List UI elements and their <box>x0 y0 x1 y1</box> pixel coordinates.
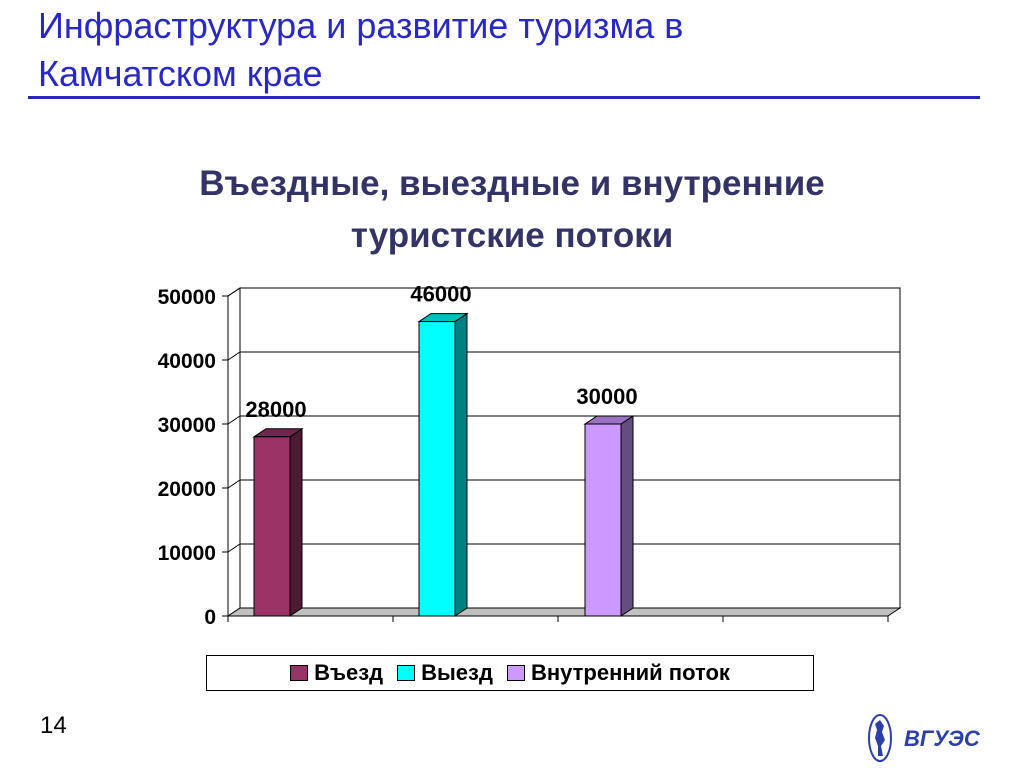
y-tick-label: 10000 <box>158 542 216 565</box>
chart-title-line1: Въездные, выездные и внутренние <box>199 164 825 203</box>
gridline <box>227 543 900 553</box>
y-tick-label: 20000 <box>158 478 216 501</box>
gridline <box>227 415 900 425</box>
legend-swatch <box>506 665 525 681</box>
university-emblem-icon <box>868 714 892 762</box>
data-label-2: 46000 <box>410 282 471 307</box>
legend-swatch <box>290 665 309 681</box>
bar-side-3 <box>620 415 634 617</box>
bar-side-2 <box>454 312 468 617</box>
y-tick-label: 50000 <box>158 286 216 309</box>
y-tick-label: 30000 <box>158 414 216 437</box>
data-label-1: 28000 <box>245 397 306 422</box>
legend-item: Въезд <box>290 660 383 686</box>
bar-side-1 <box>289 427 303 617</box>
slide-title-line2: Камчатском крае <box>38 53 323 94</box>
bar-1 <box>253 436 291 617</box>
gridline <box>227 479 900 489</box>
bar-2 <box>418 321 456 617</box>
legend-label: Выезд <box>421 660 493 685</box>
slide-title-line1: Инфраструктура и развитие туризма в <box>38 5 684 46</box>
legend-item: Внутренний поток <box>506 660 730 686</box>
title-divider <box>28 96 980 99</box>
legend-label: Внутренний поток <box>530 660 730 685</box>
university-logo: ВГУЭС <box>868 714 981 762</box>
chart-title: Въездные, выездные и внутренние туристск… <box>0 158 1024 262</box>
page-number: 14 <box>40 712 67 739</box>
y-tick-label: 40000 <box>158 350 216 373</box>
gridline <box>227 351 900 361</box>
slide-title: Инфраструктура и развитие туризма в Камч… <box>38 2 938 98</box>
y-tick-label: 0 <box>204 606 216 629</box>
plot-back-wall <box>239 287 901 609</box>
legend-item: Выезд <box>397 660 493 686</box>
plot-floor <box>226 607 902 617</box>
bar-3 <box>584 423 622 617</box>
legend-label: Въезд <box>314 660 384 685</box>
legend-swatch <box>397 665 416 681</box>
logo-text: ВГУЭС <box>904 726 981 751</box>
chart-legend: Въезд Выезд Внутренний поток <box>206 655 814 691</box>
data-label-3: 30000 <box>576 384 637 409</box>
gridline <box>227 287 900 297</box>
plot-side-wall <box>227 287 241 617</box>
chart-title-line2: туристские потоки <box>350 216 674 255</box>
